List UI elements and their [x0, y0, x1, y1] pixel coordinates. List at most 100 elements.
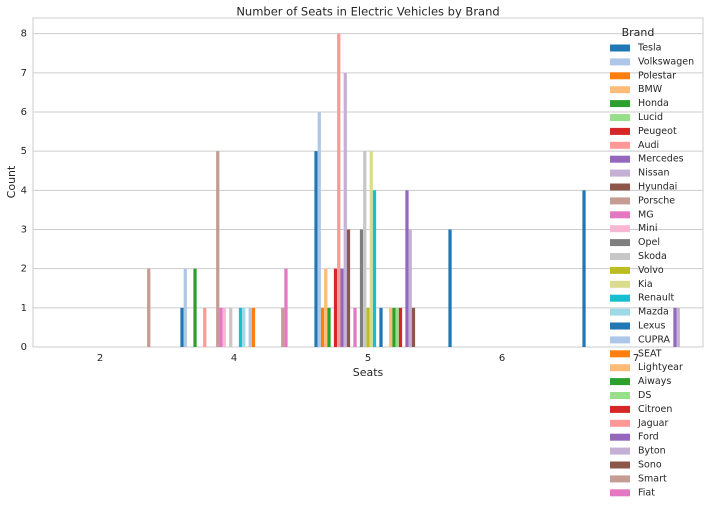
legend-label: Hyundai: [638, 182, 677, 193]
bar: [203, 307, 207, 347]
legend-swatch: [610, 197, 630, 205]
legend-swatch: [610, 211, 630, 219]
legend-label: Lexus: [638, 321, 665, 332]
legend-label: Lucid: [638, 112, 663, 123]
legend-swatch: [610, 141, 630, 149]
bar: [343, 72, 347, 347]
bar: [379, 307, 383, 347]
legend-label: Jaguar: [637, 418, 668, 429]
legend-label: Peugeot: [638, 126, 677, 137]
bar: [324, 268, 328, 347]
plot-frame: [32, 17, 704, 348]
legend-swatch: [610, 58, 630, 66]
legend-swatch: [610, 239, 630, 247]
bar: [405, 190, 409, 347]
legend-label: SEAT: [638, 348, 662, 359]
bar: [337, 33, 341, 348]
bar: [180, 307, 184, 347]
legend-swatch: [610, 419, 630, 427]
legend-swatch: [610, 86, 630, 94]
legend-swatch: [610, 44, 630, 52]
bar: [193, 268, 197, 347]
bar: [398, 307, 403, 347]
bar: [251, 307, 256, 347]
legend-swatch: [610, 308, 630, 316]
y-tick-label: 0: [21, 342, 27, 353]
legend-swatch: [610, 183, 630, 191]
bar: [346, 229, 351, 347]
legend-swatch: [610, 127, 630, 135]
bar: [333, 268, 338, 347]
legend-swatch: [610, 100, 630, 108]
legend-label: Kia: [638, 279, 653, 290]
bar: [389, 307, 393, 347]
legend-swatch: [610, 280, 630, 288]
legend-label: BMW: [638, 84, 663, 95]
bar: [582, 190, 586, 347]
legend-label: Sono: [638, 460, 662, 471]
legend-label: Renault: [638, 293, 675, 304]
bar: [327, 307, 331, 347]
legend-swatch: [610, 405, 630, 413]
legend-swatch: [610, 433, 630, 441]
bar: [363, 151, 367, 347]
legend-label: Lightyear: [638, 362, 683, 373]
legend-label: Mini: [638, 223, 658, 234]
legend-label: Skoda: [638, 251, 667, 262]
bar: [369, 151, 373, 347]
legend-label: Aiways: [638, 376, 671, 387]
legend-label: Mercedes: [638, 154, 684, 165]
y-tick-label: 6: [21, 107, 27, 118]
bar: [372, 190, 377, 347]
legend-swatch: [610, 155, 630, 163]
legend-label: Tesla: [637, 43, 661, 54]
bar: [359, 229, 364, 347]
bar: [411, 307, 416, 347]
legend-swatch: [610, 392, 630, 399]
bar: [395, 307, 399, 347]
y-axis-label: Count: [5, 165, 18, 198]
bar: [248, 307, 252, 347]
legend-swatch: [610, 294, 630, 302]
legend-swatch: [610, 336, 630, 344]
legend-label: MG: [638, 209, 654, 220]
legend-label: Ford: [638, 432, 659, 443]
legend-label: DS: [638, 390, 651, 401]
legend-label: Byton: [638, 446, 666, 457]
bar: [222, 307, 226, 347]
legend-label: CUPRA: [638, 334, 671, 345]
bar: [340, 268, 344, 347]
bar: [242, 307, 246, 347]
bar: [314, 151, 318, 347]
bar: [238, 307, 243, 347]
legend-title: Brand: [622, 26, 655, 39]
x-tick-label: 4: [231, 353, 237, 364]
legend-label: Smart: [638, 473, 667, 484]
legend-swatch: [610, 253, 630, 260]
legend-label: Citroen: [638, 404, 672, 415]
bar: [392, 307, 396, 347]
y-tick-label: 2: [21, 264, 27, 275]
legend: Brand Tesla Volkswagen Polestar BMW Honda Luci…: [610, 26, 694, 498]
bar: [229, 307, 233, 347]
legend-swatch: [610, 225, 630, 233]
y-tick-label: 4: [21, 185, 27, 196]
legend-label: Audi: [638, 140, 659, 151]
legend-label: Honda: [638, 98, 669, 109]
legend-label: Mazda: [638, 307, 669, 318]
bar: [448, 229, 452, 347]
x-tick-label: 5: [365, 353, 371, 364]
chart-title: Number of Seats in Electric Vehicles by …: [236, 5, 499, 19]
legend-label: Fiat: [638, 487, 655, 498]
x-tick-label: 6: [499, 353, 505, 364]
y-tick-label: 1: [21, 303, 27, 314]
x-tick-label: 7: [633, 353, 639, 364]
y-tick-label: 5: [21, 146, 27, 157]
legend-label: Polestar: [638, 70, 676, 81]
bar: [281, 307, 285, 347]
y-tick-label: 7: [21, 68, 27, 79]
x-tick-label: 2: [97, 353, 103, 364]
legend-swatch: [610, 461, 630, 469]
bar: [676, 307, 680, 347]
legend-swatch: [610, 114, 630, 121]
